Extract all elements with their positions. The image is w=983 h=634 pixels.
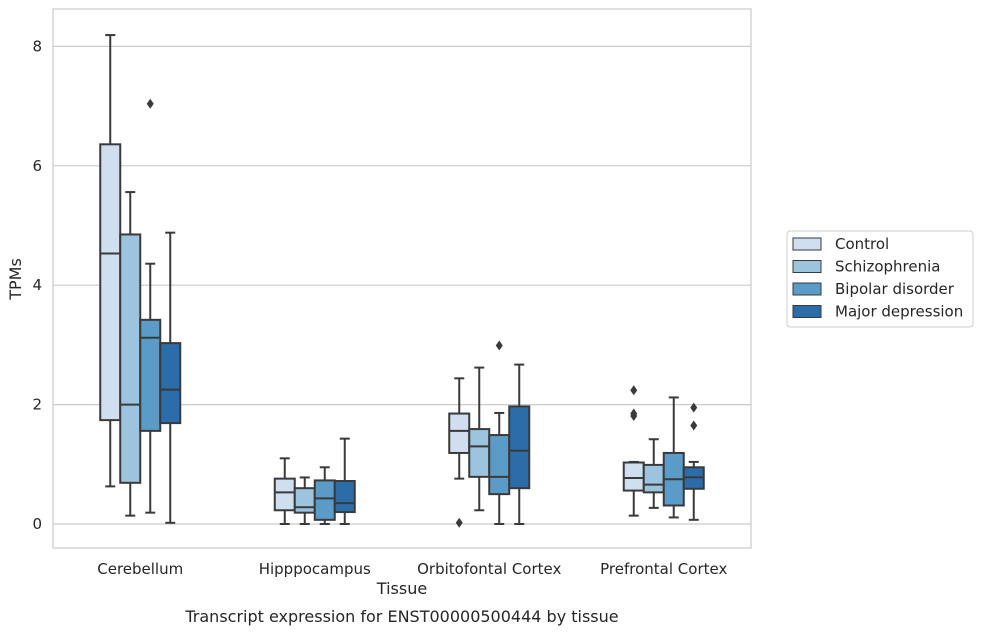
legend-swatch	[792, 305, 822, 318]
outlier-point	[455, 517, 463, 528]
box-iqr	[119, 233, 142, 484]
box-iqr	[159, 342, 182, 425]
legend-frame	[786, 230, 974, 328]
y-tick-label: 2	[32, 396, 42, 414]
legend: Control Schizophrenia Bipolar disorder Majo…	[786, 230, 974, 328]
plot-frame	[52, 8, 752, 549]
y-tick-label: 8	[32, 37, 42, 55]
legend-swatch	[792, 237, 822, 251]
box-3-2	[508, 363, 531, 525]
x-tick-label: Prefrontal Cortex	[600, 560, 727, 578]
outlier-point	[630, 385, 638, 396]
box-1-0	[119, 191, 142, 517]
x-tick-label: Orbitofontal Cortex	[417, 560, 561, 578]
x-axis-ticks: Cerebellum Hipppocampus Orbitofontal Corte…	[97, 560, 727, 578]
chart-caption: Transcript expression for ENST0000050044…	[184, 607, 618, 626]
box-iqr	[642, 463, 665, 494]
box-iqr	[139, 318, 162, 432]
box-iqr	[273, 477, 296, 512]
legend-swatch	[792, 282, 822, 296]
outlier-point	[146, 98, 154, 109]
legend-label: Control	[835, 235, 889, 253]
y-axis-label: TPMs	[6, 258, 25, 301]
outlier-point	[690, 420, 698, 431]
y-tick-label: 4	[32, 276, 42, 294]
box-3-1	[333, 437, 356, 525]
outlier-point	[690, 402, 698, 413]
box-iqr	[313, 479, 336, 521]
boxes	[99, 34, 705, 528]
box-2-2	[488, 340, 511, 525]
box-3-3	[682, 402, 705, 521]
y-tick-label: 0	[32, 515, 42, 533]
outlier-point	[630, 408, 638, 419]
box-iqr	[622, 461, 645, 492]
x-tick-label: Cerebellum	[97, 560, 183, 578]
legend-swatch	[792, 260, 822, 273]
box-0-0	[99, 34, 122, 488]
box-iqr	[99, 143, 122, 422]
box-iqr	[333, 480, 356, 514]
legend-label: Major depression	[835, 303, 963, 321]
legend-label: Bipolar disorder	[835, 280, 955, 298]
legend-label: Schizophrenia	[835, 258, 940, 276]
box-0-3	[622, 385, 645, 517]
box-iqr	[468, 428, 491, 478]
outlier-point	[495, 340, 503, 351]
box-iqr	[293, 487, 316, 514]
box-iqr	[508, 405, 531, 490]
box-iqr	[448, 412, 471, 454]
y-tick-label: 6	[32, 157, 42, 175]
box-0-1	[273, 457, 296, 525]
box-1-1	[293, 476, 316, 525]
x-axis-label: Tissue	[376, 579, 427, 598]
x-tick-label: Hipppocampus	[259, 560, 371, 578]
y-axis-ticks: 0 2 4 6 8	[32, 37, 42, 533]
box-3-0	[159, 231, 182, 524]
box-iqr	[488, 434, 511, 496]
